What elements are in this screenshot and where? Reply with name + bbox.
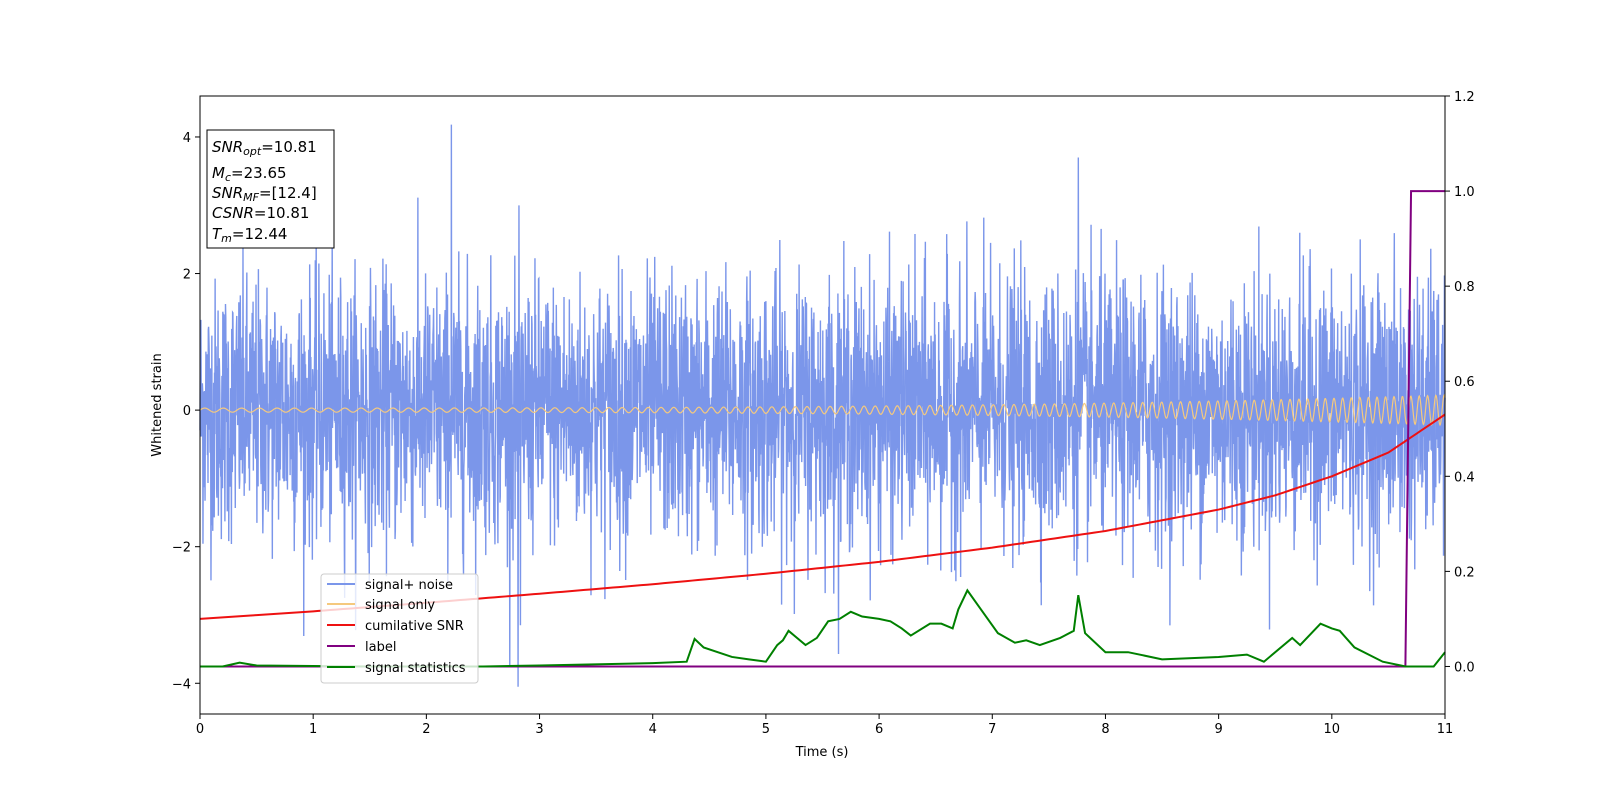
x-tick-label: 6 xyxy=(875,722,883,737)
y-axis-label: Whitened strain xyxy=(150,353,165,456)
signal-noise-series xyxy=(199,124,1446,687)
label-line xyxy=(200,190,1445,668)
plot-frame xyxy=(199,95,1446,715)
annotation-mc: Mc=23.65 xyxy=(212,164,287,184)
legend-label-signal-noise: signal+ noise xyxy=(365,578,453,593)
y-axis-ticks: 4 2 0 −2 −4 xyxy=(172,131,200,692)
y-tick-label: 0 xyxy=(183,404,191,419)
y-tick-label: −2 xyxy=(172,541,191,556)
right-y-tick-label: 1.2 xyxy=(1454,90,1475,105)
legend: signal+ noise signal only cumilative SNR… xyxy=(320,573,479,684)
annotation-box: SNRopt=10.81 Mc=23.65 SNRMF=[12.4] CSNR=… xyxy=(206,129,335,249)
right-y-axis-ticks: 1.2 1.0 0.8 0.6 0.4 0.2 0.0 xyxy=(1445,90,1475,675)
x-axis-label: Time (s) xyxy=(795,745,849,760)
x-tick-label: 1 xyxy=(309,722,317,737)
right-y-tick-label: 0.8 xyxy=(1454,280,1475,295)
signal-statistics-line xyxy=(200,588,1446,668)
x-axis-ticks: 0 1 2 3 4 5 6 7 8 9 10 11 xyxy=(196,714,1453,737)
right-y-tick-label: 0.6 xyxy=(1454,375,1475,390)
legend-label-label: label xyxy=(365,640,396,655)
annotation-csnr: CSNR=10.81 xyxy=(212,204,309,222)
annotation-snr-mf: SNRMF=[12.4] xyxy=(212,184,317,204)
annotation-snr-opt: SNRopt=10.81 xyxy=(212,138,317,158)
right-y-tick-label: 0.0 xyxy=(1454,660,1475,675)
x-tick-label: 3 xyxy=(535,722,543,737)
y-tick-label: −4 xyxy=(172,677,191,692)
legend-frame xyxy=(320,573,479,684)
annotation-frame xyxy=(206,129,335,249)
x-tick-label: 4 xyxy=(649,722,657,737)
x-tick-label: 5 xyxy=(762,722,770,737)
legend-label-signal-statistics: signal statistics xyxy=(365,661,466,676)
signal-noise-line xyxy=(199,124,1446,687)
annotation-tm: Tm=12.44 xyxy=(212,225,287,245)
x-tick-label: 9 xyxy=(1214,722,1222,737)
y-tick-label: 2 xyxy=(183,268,191,283)
x-tick-label: 10 xyxy=(1324,722,1341,737)
legend-label-cumulative-snr: cumilative SNR xyxy=(365,619,464,634)
x-tick-label: 0 xyxy=(196,722,204,737)
x-tick-label: 11 xyxy=(1437,722,1454,737)
signal-only-series xyxy=(199,393,1446,427)
right-y-tick-label: 0.2 xyxy=(1454,565,1475,580)
x-tick-label: 2 xyxy=(422,722,430,737)
y-tick-label: 4 xyxy=(183,131,191,146)
legend-label-signal-only: signal only xyxy=(365,598,435,613)
signal-only-line xyxy=(199,393,1446,427)
right-y-tick-label: 0.4 xyxy=(1454,470,1475,485)
right-y-tick-label: 1.0 xyxy=(1454,185,1475,200)
x-tick-label: 7 xyxy=(988,722,996,737)
x-tick-label: 8 xyxy=(1101,722,1109,737)
